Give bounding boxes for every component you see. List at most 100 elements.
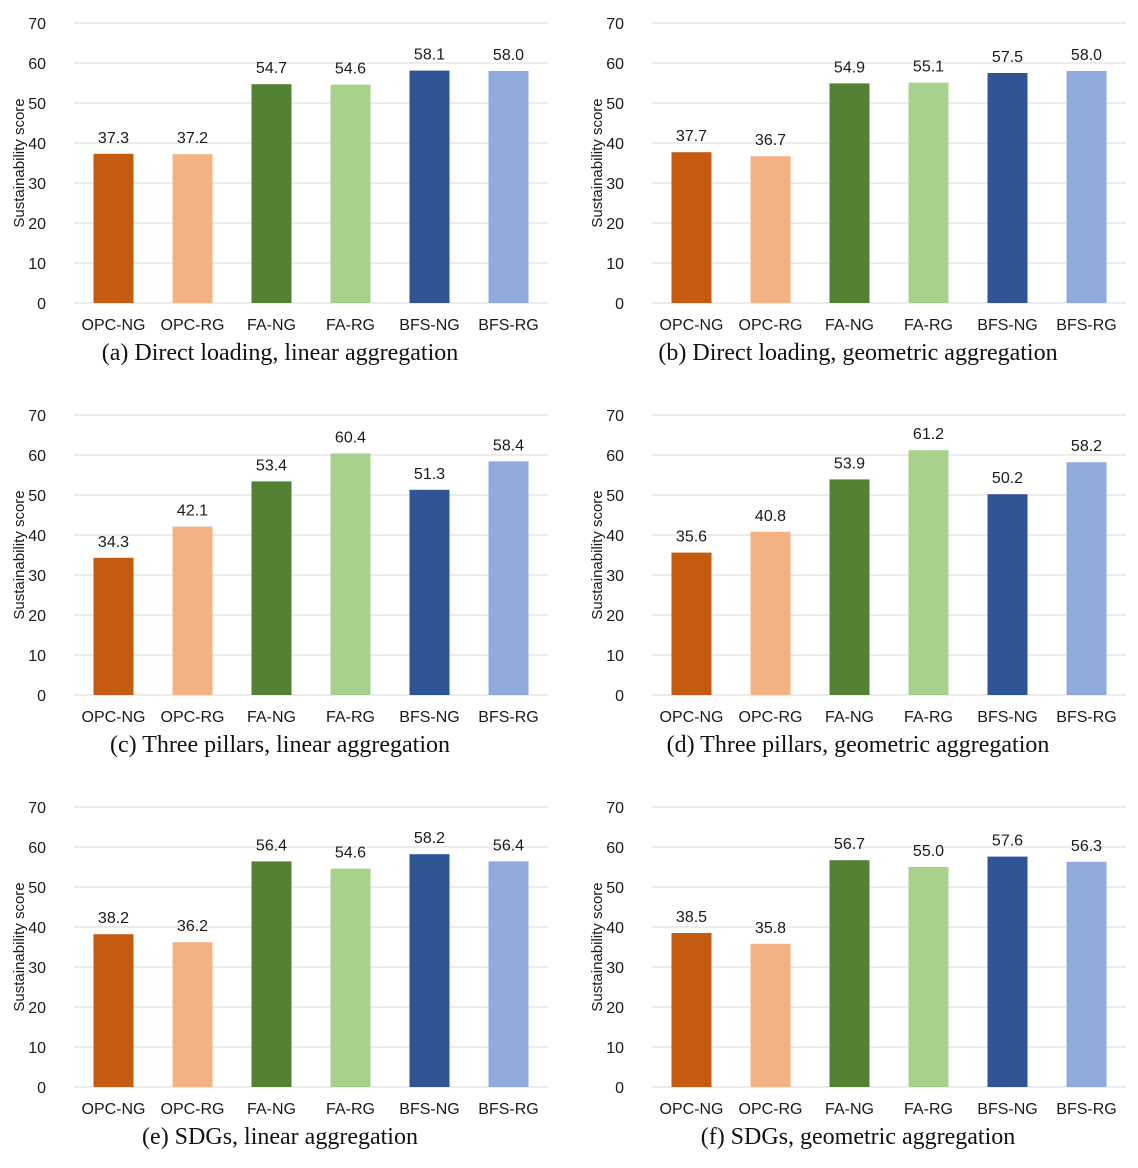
x-tick-label: OPC-RG [739, 317, 803, 334]
chart-panel-a: Sustainability score 0 10 20 30 40 50 60 70 37.3 O… [0, 0, 560, 384]
x-tick-label: OPC-NG [82, 709, 146, 726]
bar [987, 73, 1028, 303]
panel-caption: (b) Direct loading, geometric aggregatio… [658, 340, 1058, 366]
bar [987, 856, 1028, 1087]
data-label: 37.7 [676, 128, 707, 145]
bar [409, 489, 450, 695]
y-axis-label: Sustainability score [589, 490, 606, 619]
x-tick-label: OPC-RG [161, 709, 225, 726]
y-tick-label: 30 [606, 176, 624, 193]
bar [1066, 71, 1107, 303]
bar [330, 868, 371, 1087]
y-tick-label: 10 [606, 648, 624, 665]
panel-caption: (e) SDGs, linear aggregation [142, 1124, 418, 1150]
x-tick-label: FA-RG [904, 709, 953, 726]
bar-chart-d: Sustainability score 0 10 20 30 40 50 60 70 35.6 O… [589, 408, 1126, 726]
chart-panel-f: Sustainability score 0 10 20 30 40 50 60 70 38.5 O… [578, 784, 1138, 1168]
data-label: 57.6 [992, 833, 1023, 850]
data-label: 58.0 [493, 47, 524, 64]
data-label: 53.4 [256, 457, 287, 474]
data-label: 56.7 [834, 836, 865, 853]
bar [409, 854, 450, 1087]
data-label: 54.9 [834, 59, 865, 76]
bar [671, 552, 712, 695]
x-tick-label: BFS-RG [478, 1101, 538, 1118]
bar [251, 84, 292, 303]
panel-caption: (f) SDGs, geometric aggregation [700, 1124, 1016, 1150]
y-tick-label: 0 [37, 688, 46, 705]
bar [93, 557, 134, 695]
x-tick-label: BFS-NG [399, 1101, 459, 1118]
y-tick-label: 40 [28, 920, 46, 937]
bar [93, 934, 134, 1087]
x-tick-label: FA-NG [825, 317, 874, 334]
data-label: 38.5 [676, 909, 707, 926]
bar [409, 70, 450, 303]
x-tick-label: OPC-NG [82, 317, 146, 334]
bar [488, 71, 529, 303]
y-tick-label: 70 [606, 16, 624, 33]
bar [330, 84, 371, 303]
x-tick-label: FA-NG [825, 1101, 874, 1118]
x-tick-label: BFS-RG [1056, 709, 1116, 726]
y-tick-label: 10 [28, 256, 46, 273]
x-tick-label: BFS-RG [1056, 1101, 1116, 1118]
y-tick-label: 70 [28, 408, 46, 425]
data-label: 36.2 [177, 918, 208, 935]
bar [829, 860, 870, 1087]
y-tick-label: 30 [28, 568, 46, 585]
x-tick-label: FA-RG [904, 317, 953, 334]
panel-caption: (d) Three pillars, geometric aggregation [666, 732, 1050, 758]
x-tick-label: OPC-RG [739, 709, 803, 726]
bar [172, 526, 213, 695]
x-tick-label: BFS-NG [399, 317, 459, 334]
bar [1066, 861, 1107, 1087]
y-tick-label: 10 [28, 1040, 46, 1057]
x-tick-label: OPC-RG [739, 1101, 803, 1118]
data-label: 54.6 [335, 61, 366, 78]
y-tick-label: 50 [28, 96, 46, 113]
bar [829, 479, 870, 695]
data-label: 60.4 [335, 429, 366, 446]
bar [1066, 462, 1107, 695]
x-tick-label: BFS-NG [399, 709, 459, 726]
bar-chart-a: Sustainability score 0 10 20 30 40 50 60 70 37.3 O… [11, 16, 548, 334]
y-tick-label: 50 [28, 880, 46, 897]
x-tick-label: FA-NG [247, 1101, 296, 1118]
y-tick-label: 0 [37, 1080, 46, 1097]
y-tick-label: 60 [606, 840, 624, 857]
y-axis-label: Sustainability score [11, 882, 28, 1011]
chart-panel-e: Sustainability score 0 10 20 30 40 50 60 70 38.2 O… [0, 784, 560, 1168]
x-tick-label: OPC-NG [660, 709, 724, 726]
data-label: 56.3 [1071, 838, 1102, 855]
x-tick-label: BFS-RG [478, 709, 538, 726]
data-label: 50.2 [992, 470, 1023, 487]
y-axis-label: Sustainability score [11, 490, 28, 619]
y-tick-label: 20 [28, 216, 46, 233]
x-tick-label: BFS-RG [478, 317, 538, 334]
x-tick-label: OPC-NG [82, 1101, 146, 1118]
bar [987, 494, 1028, 695]
y-tick-label: 20 [28, 608, 46, 625]
y-tick-label: 70 [606, 800, 624, 817]
y-tick-label: 60 [28, 448, 46, 465]
chart-panel-b: Sustainability score 0 10 20 30 40 50 60 70 37.7 O… [578, 0, 1138, 384]
y-tick-label: 30 [28, 960, 46, 977]
bar [671, 152, 712, 303]
x-tick-label: FA-NG [247, 317, 296, 334]
y-tick-label: 20 [606, 608, 624, 625]
panel-caption: (a) Direct loading, linear aggregation [101, 340, 459, 366]
bar [671, 933, 712, 1087]
y-tick-label: 50 [606, 880, 624, 897]
data-label: 34.3 [98, 534, 129, 551]
data-label: 58.0 [1071, 47, 1102, 64]
data-label: 58.2 [414, 830, 445, 847]
data-label: 36.7 [755, 132, 786, 149]
bar [251, 861, 292, 1087]
y-tick-label: 70 [28, 800, 46, 817]
y-tick-label: 30 [606, 960, 624, 977]
y-axis-label: Sustainability score [589, 882, 606, 1011]
x-tick-label: FA-RG [326, 1101, 375, 1118]
y-tick-label: 70 [606, 408, 624, 425]
data-label: 38.2 [98, 910, 129, 927]
